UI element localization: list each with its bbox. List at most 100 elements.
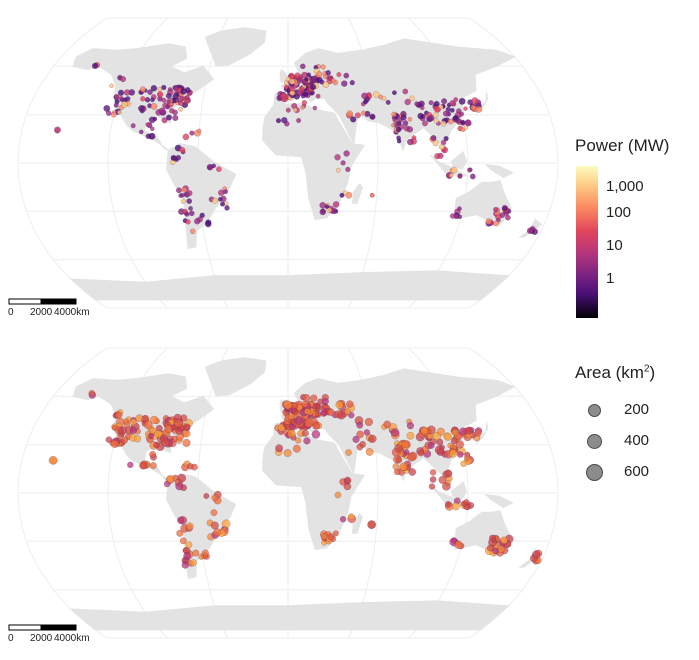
site-point [294,416,304,425]
site-point [463,499,470,506]
site-point [457,206,462,211]
site-point [363,429,371,436]
site-point [342,190,348,196]
site-point [406,422,415,430]
site-point [400,114,407,121]
site-point [442,110,449,117]
site-point [185,94,190,100]
site-point [223,189,229,195]
site-point [179,146,186,154]
site-point [350,116,357,123]
site-point [460,119,466,125]
site-point [332,201,340,208]
site-point [395,456,403,464]
site-point [341,80,348,87]
site-point [180,198,187,204]
land-antarctica [69,270,510,301]
site-point [492,547,499,555]
site-point [401,439,410,448]
site-point [210,521,219,530]
site-point [437,152,444,159]
site-point [391,111,397,118]
site-point [402,88,409,95]
site-point [296,117,302,124]
site-point [453,97,459,103]
site-point [109,83,114,89]
site-point [121,101,128,108]
site-point [456,451,464,458]
area-map[interactable]: 0 2000 4000km [0,330,575,660]
site-point [434,106,441,113]
site-point [335,400,344,409]
site-point [181,187,188,193]
site-point [216,166,222,173]
site-point [213,528,222,537]
site-point [418,100,425,107]
site-point [201,549,209,557]
site-point [402,120,409,127]
land-newguinea [484,493,514,509]
site-point [138,105,145,112]
site-point [526,227,534,235]
site-point [322,81,330,88]
site-point [143,420,153,430]
site-point [301,429,309,437]
site-point [120,436,129,444]
site-point [161,438,170,447]
site-point [465,120,472,127]
power-tick-1000: 1,000 [606,178,644,195]
world-landmass [17,347,559,639]
site-point [301,400,309,408]
size-dot-small [588,404,601,417]
site-point [417,449,425,457]
site-point [385,99,391,105]
site-point [183,551,192,560]
site-point [459,111,465,117]
site-point [118,426,127,435]
site-point [451,502,460,511]
power-tick-100: 100 [606,204,632,221]
site-point [368,434,377,443]
site-point [158,107,166,115]
site-point [105,436,113,444]
size-dot-medium [587,434,602,449]
land-borneo [450,480,468,501]
site-point [183,423,191,431]
site-point [300,93,306,99]
site-point [211,197,218,204]
site-point [211,494,219,502]
site-point [458,97,466,105]
site-point [117,110,122,115]
site-point [396,138,402,144]
site-point [114,94,120,100]
site-point [175,482,184,491]
site-point [449,107,455,113]
site-point [409,95,415,102]
site-point [189,228,196,235]
land-indonesia [430,154,468,177]
site-point [332,530,339,537]
site-point [372,91,380,98]
site-point [289,90,295,96]
site-point [455,118,461,124]
site-point [336,72,342,78]
site-point [172,93,179,100]
site-point [150,85,158,92]
site-point [219,201,226,207]
site-point [150,102,158,110]
site-point [356,430,364,439]
site-point [339,192,345,198]
site-point [156,91,164,98]
site-point [337,411,346,420]
site-point [166,99,171,104]
site-point [175,187,182,194]
site-point [420,426,429,435]
site-point [144,97,151,103]
power-map[interactable]: 0 2000 4000km [0,0,575,330]
site-point [283,84,289,90]
site-point [354,112,361,119]
site-point [404,98,411,106]
site-point [167,87,173,92]
site-point [344,408,351,416]
site-point [111,424,118,431]
